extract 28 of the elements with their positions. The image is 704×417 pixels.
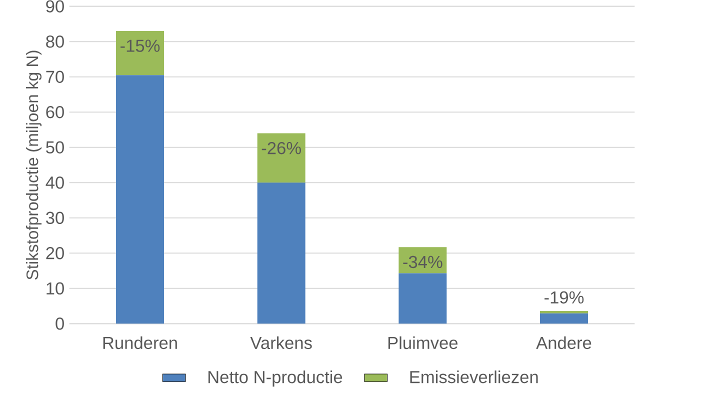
x-tick-label: Pluimvee <box>388 336 458 350</box>
y-tick-label: 80 <box>46 35 64 48</box>
x-tick-label: Andere <box>536 336 592 350</box>
y-tick-label: 10 <box>46 282 64 295</box>
x-tick-label: Runderen <box>103 336 177 350</box>
y-tick-label: 90 <box>46 0 64 12</box>
annotation: -19% <box>544 291 584 304</box>
y-tick-label: 60 <box>46 106 64 118</box>
bar <box>398 273 447 324</box>
annotation: -34% <box>403 256 442 268</box>
legend-label: Emissieverliezen <box>410 370 538 384</box>
bar <box>540 313 588 324</box>
x-tick-label: Varkens <box>250 336 312 350</box>
y-tick-label: 20 <box>46 247 64 260</box>
y-tick-label: 30 <box>46 212 64 224</box>
bar <box>540 310 588 314</box>
y-tick-label: 0 <box>56 318 64 330</box>
y-tick-label: 40 <box>46 176 64 189</box>
y-tick-label: 70 <box>46 70 64 83</box>
y-tick-label: 50 <box>46 141 64 154</box>
bar <box>257 133 306 183</box>
bar <box>116 31 164 76</box>
annotation: -26% <box>262 142 301 154</box>
bar <box>116 75 164 324</box>
y-axis-title: Stikstofproductie (miljoen kg N) <box>26 50 42 280</box>
legend-label: Netto N-productie <box>208 370 342 387</box>
bar <box>257 182 306 324</box>
annotation: -15% <box>120 40 160 52</box>
